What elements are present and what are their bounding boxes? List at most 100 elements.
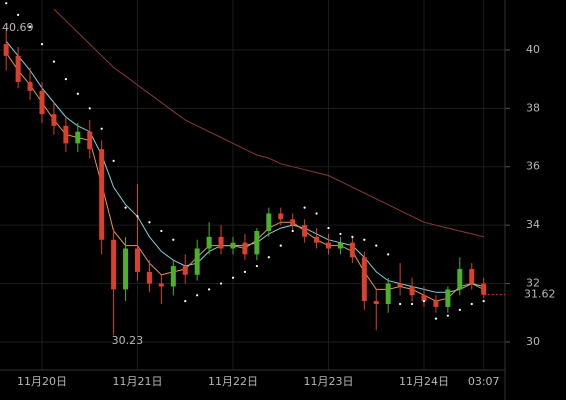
candle-body	[254, 230, 260, 255]
ma-line	[53, 8, 484, 238]
candle-body	[99, 149, 105, 240]
candle-body	[373, 301, 379, 305]
candle-body	[123, 248, 129, 290]
sar-dot	[52, 60, 56, 63]
y-tick-label: 38	[526, 101, 540, 114]
candle-body	[326, 242, 331, 249]
candle-body	[63, 125, 69, 144]
sar-dot	[458, 308, 461, 311]
sar-dot	[267, 256, 270, 259]
sar-dot	[148, 221, 151, 224]
sar-dot	[255, 264, 258, 268]
sar-dot	[124, 206, 127, 209]
candle-body	[337, 242, 343, 249]
low-label: 30.23	[112, 334, 144, 347]
candle-body	[361, 257, 367, 302]
candle-body	[111, 239, 117, 290]
candle-body	[409, 286, 415, 296]
sar-dot	[172, 238, 175, 241]
y-tick-label: 40	[526, 43, 540, 56]
sar-dot	[399, 302, 402, 306]
candle-body	[469, 268, 475, 284]
sar-dot	[196, 294, 199, 297]
candle-body	[302, 225, 308, 237]
sar-dot	[160, 229, 163, 233]
sar-dot	[446, 314, 449, 317]
candle-body	[314, 236, 320, 243]
sar-dot	[100, 127, 103, 130]
sar-dot	[136, 215, 139, 218]
candle-body	[218, 236, 224, 249]
candle-body	[15, 55, 21, 83]
candle-body	[349, 242, 355, 258]
sar-dot	[482, 299, 485, 303]
candle-body	[266, 213, 272, 231]
sar-dot	[470, 302, 473, 306]
sar-dot	[231, 276, 235, 279]
sar-dot	[279, 244, 282, 247]
candle-body	[385, 283, 391, 305]
y-tick-label: 32	[526, 277, 540, 290]
candle-body	[481, 283, 487, 295]
candle-body	[135, 248, 140, 272]
candle-body	[3, 44, 9, 56]
sar-dot	[291, 229, 294, 233]
sar-dot	[434, 317, 438, 320]
sar-dot	[64, 78, 67, 81]
sar-dot	[17, 13, 20, 16]
sar-dot	[40, 42, 44, 46]
candle-body	[158, 283, 164, 287]
last-price-label: 31.62	[524, 288, 556, 301]
sar-dot	[112, 159, 115, 163]
candle-body	[433, 301, 439, 307]
x-tick-label: 03:07	[468, 375, 500, 388]
sar-dot	[315, 212, 318, 215]
y-tick-label: 34	[526, 218, 540, 231]
candle-body	[278, 213, 284, 220]
x-tick-label: 11月21日	[113, 375, 163, 388]
candle-body	[445, 289, 451, 307]
candle-body	[242, 242, 248, 255]
last-price-tag	[506, 286, 566, 303]
sar-dot	[410, 302, 414, 306]
candle-body	[290, 219, 296, 226]
sar-dot	[88, 107, 91, 110]
candle-body	[397, 283, 403, 287]
ma-line	[5, 52, 484, 302]
sar-dot	[339, 232, 342, 236]
x-tick-label: 11月20日	[17, 375, 67, 388]
x-tick-label: 11月23日	[304, 375, 354, 388]
sar-dot	[327, 226, 330, 230]
sar-dot	[422, 299, 426, 303]
sar-dot	[303, 206, 306, 209]
candle-body	[194, 248, 200, 275]
candle-body	[39, 90, 45, 115]
candle-body	[146, 271, 152, 284]
candle-body	[51, 114, 57, 126]
sar-dot	[219, 282, 223, 285]
x-tick-label: 11月24日	[399, 375, 449, 388]
sar-dot	[76, 92, 79, 95]
high-label: 40.69	[2, 21, 34, 34]
y-tick-label: 30	[526, 335, 540, 348]
candle-body	[170, 266, 176, 287]
sar-dot	[351, 235, 354, 238]
candle-body	[182, 266, 188, 275]
sar-dot	[243, 270, 247, 273]
sar-dot	[375, 244, 378, 247]
sar-dot	[184, 299, 187, 303]
y-tick-label: 36	[526, 160, 540, 173]
candle-body	[27, 82, 33, 91]
candle-body	[206, 236, 212, 249]
candle-body	[421, 295, 427, 302]
x-tick-label: 11月22日	[208, 375, 258, 388]
sar-dot	[208, 288, 211, 291]
candle-body	[87, 131, 93, 150]
candle-body	[230, 242, 236, 249]
sar-dot	[387, 253, 390, 256]
candle-body	[75, 131, 81, 144]
sar-dot	[28, 25, 32, 28]
sar-dot	[363, 238, 366, 241]
candle-body	[457, 268, 463, 290]
